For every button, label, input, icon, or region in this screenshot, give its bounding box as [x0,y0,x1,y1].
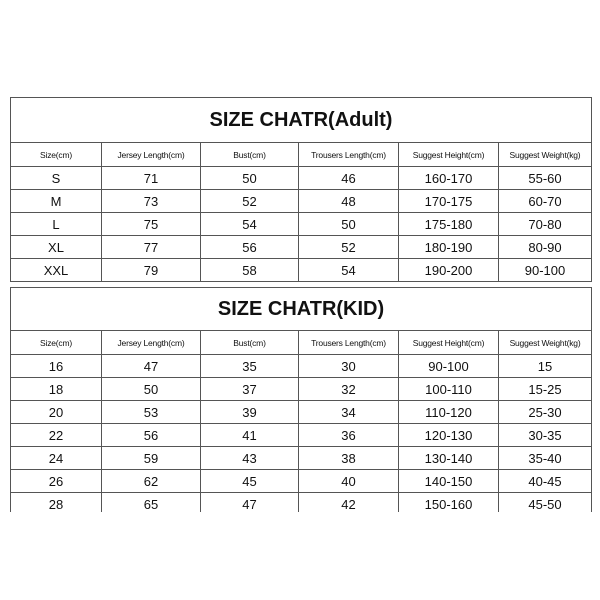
table-cell: 43 [200,446,299,470]
kid-size-table: SIZE CHATR(KID) Size(cm) Jersey Length(cm… [9,287,593,512]
table-cell: 100-110 [398,377,499,401]
table-cell: 28 [10,492,102,512]
table-cell: 130-140 [398,446,499,470]
table-cell: 46 [298,166,399,190]
table-cell: 22 [10,423,102,447]
table-cell: 110-120 [398,400,499,424]
table-cell: 42 [298,492,399,512]
table-cell: 52 [298,235,399,259]
table-cell: 65 [101,492,201,512]
table-cell: 25-30 [497,400,593,424]
table-cell: 20 [10,400,102,424]
kid-table-title: SIZE CHATR(KID) [9,287,593,331]
table-cell: XXL [10,258,102,282]
column-header: Trousers Length(cm) [298,330,399,355]
adult-table-title: SIZE CHATR(Adult) [10,97,592,143]
table-cell: 73 [101,189,201,213]
table-row: 24 59 43 38 130-140 35-40 [10,446,593,470]
table-row: 28 65 47 42 150-160 45-50 [10,492,593,512]
table-cell: 52 [200,189,299,213]
table-cell: 32 [298,377,399,401]
table-row: M 73 52 48 170-175 60-70 [10,189,592,213]
table-cell: 59 [101,446,201,470]
table-cell: 79 [101,258,201,282]
table-cell: 16 [10,354,102,378]
table-row: S 71 50 46 160-170 55-60 [10,166,592,190]
table-cell: 50 [200,166,299,190]
table-cell: 18 [10,377,102,401]
adult-size-table: SIZE CHATR(Adult) Size(cm) Jersey Length(… [10,97,592,282]
table-cell: 37 [200,377,299,401]
table-cell: 54 [298,258,399,282]
table-cell: 24 [10,446,102,470]
table-cell: 55-60 [498,166,592,190]
table-cell: 39 [200,400,299,424]
column-header: Jersey Length(cm) [101,330,201,355]
table-cell: 34 [298,400,399,424]
table-cell: 15 [497,354,593,378]
table-cell: 150-160 [398,492,499,512]
table-cell: 190-200 [398,258,499,282]
table-row: 26 62 45 40 140-150 40-45 [10,469,593,493]
column-header: Suggest Height(cm) [398,330,499,355]
column-header: Trousers Length(cm) [298,142,399,167]
table-cell: 140-150 [398,469,499,493]
table-cell: 180-190 [398,235,499,259]
column-header: Suggest Weight(kg) [497,330,593,355]
adult-header-row: Size(cm) Jersey Length(cm) Bust(cm) Trouser… [10,142,592,167]
table-cell: 45-50 [497,492,593,512]
table-cell: 56 [101,423,201,447]
table-cell: 40-45 [497,469,593,493]
table-cell: 30 [298,354,399,378]
table-cell: 90-100 [398,354,499,378]
table-row: 16 47 35 30 90-100 15 [10,354,593,378]
column-header: Size(cm) [10,142,102,167]
table-cell: 35-40 [497,446,593,470]
table-cell: 40 [298,469,399,493]
table-row: XXL 79 58 54 190-200 90-100 [10,258,592,282]
column-header: Suggest Height(cm) [398,142,499,167]
table-cell: 26 [10,469,102,493]
table-cell: 47 [200,492,299,512]
table-cell: 54 [200,212,299,236]
table-cell: 38 [298,446,399,470]
table-cell: 50 [298,212,399,236]
table-cell: M [10,189,102,213]
table-row: 18 50 37 32 100-110 15-25 [10,377,593,401]
table-row: XL 77 56 52 180-190 80-90 [10,235,592,259]
table-cell: 53 [101,400,201,424]
table-cell: 30-35 [497,423,593,447]
table-cell: 90-100 [498,258,592,282]
table-cell: 62 [101,469,201,493]
table-cell: 35 [200,354,299,378]
kid-header-row: Size(cm) Jersey Length(cm) Bust(cm) Trouser… [10,330,593,355]
table-cell: 48 [298,189,399,213]
table-cell: 56 [200,235,299,259]
table-cell: 50 [101,377,201,401]
table-cell: 120-130 [398,423,499,447]
table-cell: 36 [298,423,399,447]
table-row: L 75 54 50 175-180 70-80 [10,212,592,236]
table-cell: 47 [101,354,201,378]
table-cell: 15-25 [497,377,593,401]
table-cell: 41 [200,423,299,447]
column-header: Bust(cm) [200,330,299,355]
table-row: 20 53 39 34 110-120 25-30 [10,400,593,424]
table-row: 22 56 41 36 120-130 30-35 [10,423,593,447]
table-cell: 45 [200,469,299,493]
column-header: Size(cm) [10,330,102,355]
